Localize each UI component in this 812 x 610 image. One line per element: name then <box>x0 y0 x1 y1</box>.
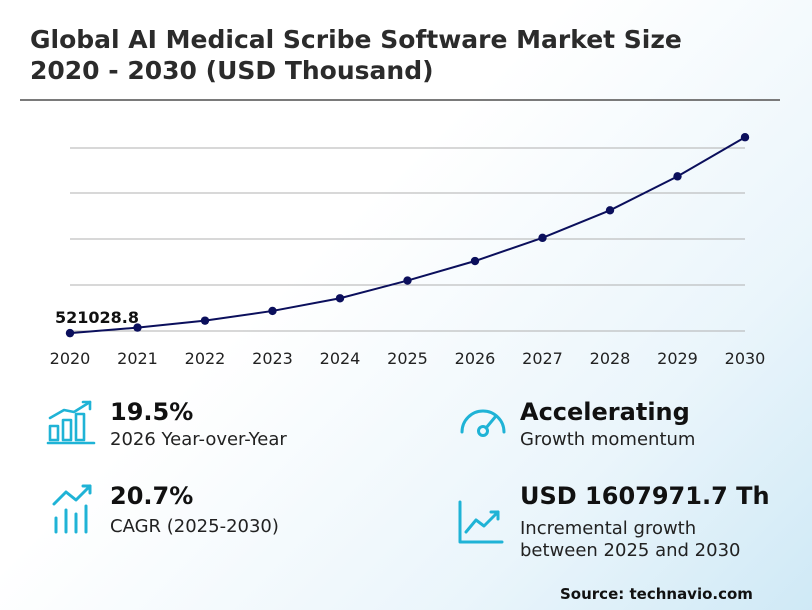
x-tick-label: 2022 <box>185 349 226 368</box>
stat-cagr-value: 20.7% <box>110 482 194 510</box>
stat-momentum-label: Growth momentum <box>520 429 696 450</box>
data-point <box>538 233 547 243</box>
source-text: Source: technavio.com <box>560 585 753 603</box>
x-tick-label: 2028 <box>590 349 631 368</box>
chart-title: Global AI Medical Scribe Software Market… <box>30 24 790 86</box>
stat-incremental-label-2: between 2025 and 2030 <box>520 540 741 561</box>
data-point <box>200 316 210 325</box>
data-point <box>605 206 615 215</box>
x-tick-label: 2027 <box>522 349 563 368</box>
x-tick-label: 2024 <box>320 349 361 368</box>
data-point <box>403 276 412 285</box>
x-tick-label: 2023 <box>252 349 293 368</box>
series-line <box>69 136 746 335</box>
data-point <box>740 133 750 142</box>
stat-yoy-label: 2026 Year-over-Year <box>110 429 287 450</box>
data-point <box>133 323 142 332</box>
x-tick-label: 2025 <box>387 349 428 368</box>
stat-momentum-value: Accelerating <box>520 398 690 426</box>
line-chart-icon <box>458 500 504 544</box>
speedometer-icon <box>460 409 506 437</box>
stat-incremental: USD 1607971.7 Th Incremental growth betw… <box>456 482 812 562</box>
x-tick-label: 2020 <box>50 349 91 368</box>
title-line-2: 2020 - 2030 (USD Thousand) <box>30 56 434 85</box>
data-label: 521028.8 <box>55 308 139 327</box>
data-point <box>470 256 480 266</box>
x-tick-label: 2021 <box>117 349 158 368</box>
trend-bars-icon <box>52 484 92 534</box>
stat-incremental-value: USD 1607971.7 Th <box>520 482 770 510</box>
stat-yoy-value: 19.5% <box>110 398 194 426</box>
stat-yoy: 19.5% 2026 Year-over-Year <box>46 398 386 458</box>
data-point <box>673 172 682 181</box>
line-chart: 2020 2021 2022 2023 2024 2025 2026 2027 2028 2029… <box>50 133 766 368</box>
stat-cagr: 20.7% CAGR (2025-2030) <box>50 482 390 542</box>
data-point <box>268 306 277 316</box>
stat-momentum: Accelerating Growth momentum <box>456 398 806 458</box>
stat-incremental-label-1: Incremental growth <box>520 518 697 539</box>
title-line-1: Global AI Medical Scribe Software Market… <box>30 25 682 54</box>
x-tick-label: 2029 <box>657 349 698 368</box>
data-point <box>335 294 345 303</box>
title-divider <box>20 99 780 101</box>
x-tick-label: 2026 <box>455 349 496 368</box>
data-point <box>65 328 75 338</box>
bar-growth-icon <box>46 400 96 445</box>
x-tick-label: 2030 <box>725 349 766 368</box>
stat-cagr-label: CAGR (2025-2030) <box>110 516 279 537</box>
